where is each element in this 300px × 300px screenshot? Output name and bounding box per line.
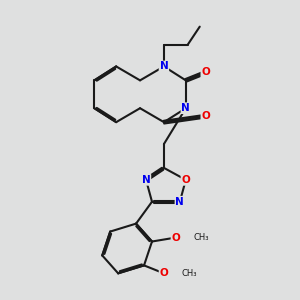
Text: O: O	[201, 111, 210, 121]
Text: O: O	[182, 175, 190, 185]
Text: N: N	[176, 197, 184, 207]
Text: N: N	[142, 175, 150, 185]
Text: O: O	[172, 232, 180, 242]
Text: O: O	[201, 68, 210, 77]
Text: N: N	[182, 103, 190, 113]
Text: N: N	[160, 61, 168, 71]
Text: CH₃: CH₃	[194, 233, 209, 242]
Text: CH₃: CH₃	[182, 269, 197, 278]
Text: O: O	[160, 268, 168, 278]
